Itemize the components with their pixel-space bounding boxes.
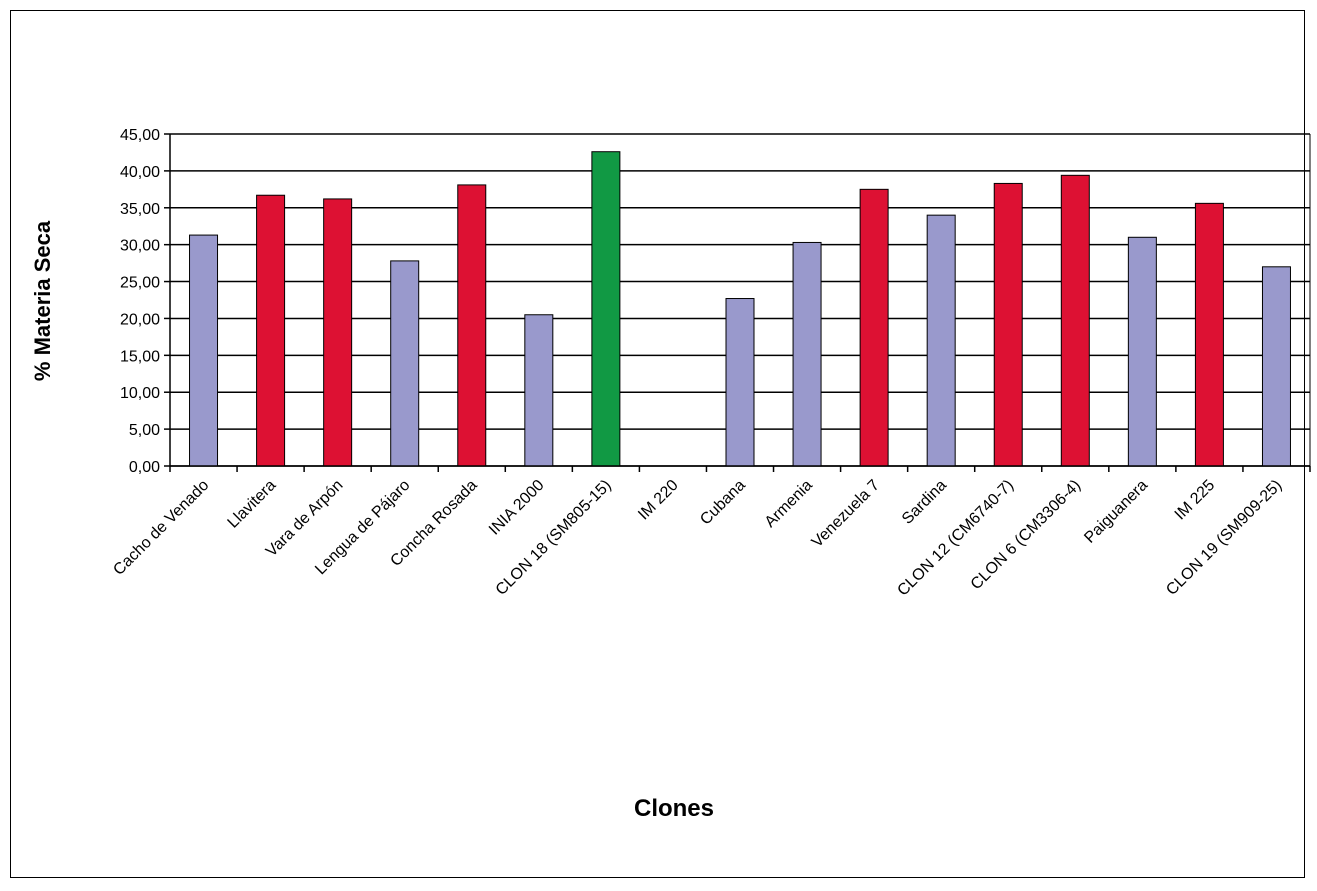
x-axis-label: Clones [634, 795, 714, 822]
y-tick-label: 30,00 [120, 238, 160, 255]
x-tick-label: Venezuela 7 [809, 477, 883, 551]
bar [591, 151, 621, 467]
bar [859, 188, 889, 467]
x-tick-label: Cubana [697, 477, 749, 529]
x-tick-label: CLON 19 (SM909-25) [1163, 477, 1285, 599]
x-tick-label: Llavitera [225, 477, 280, 532]
y-tick-label: 5,00 [129, 422, 160, 439]
x-tick-label: CLON 12 (CM6740-7) [894, 477, 1017, 600]
bar [1261, 266, 1291, 467]
y-tick-label: 35,00 [120, 201, 160, 218]
bar [1194, 202, 1224, 467]
y-tick-label: 15,00 [120, 348, 160, 365]
bar [792, 241, 822, 467]
x-tick-label: Cacho de Venado [110, 477, 212, 579]
y-tick-label: 20,00 [120, 311, 160, 328]
bar [323, 198, 353, 467]
bar-series [189, 151, 1291, 467]
bar [189, 234, 219, 467]
y-tick-label: 45,00 [120, 127, 160, 144]
bar [390, 260, 420, 467]
bar [926, 214, 956, 467]
x-tick-label: Sardina [899, 477, 950, 528]
x-tick-label: Paiguanera [1081, 477, 1151, 547]
y-tick-labels: 0,00 5,00 10,00 15,00 20,00 25,00 30,00 35,00 40… [120, 127, 160, 476]
bar [1127, 236, 1157, 467]
bar [993, 182, 1023, 467]
bar [725, 298, 755, 467]
y-tick-label: 0,00 [129, 459, 160, 476]
bar [457, 184, 487, 467]
x-tick-label: CLON 18 (SM805-15) [493, 477, 615, 599]
y-tick-label: 25,00 [120, 275, 160, 292]
bar [524, 314, 554, 467]
y-tick-label: 40,00 [120, 164, 160, 181]
x-tick-label: Armenia [762, 477, 816, 531]
x-tick-label: IM 220 [635, 477, 682, 524]
bar [1060, 174, 1090, 467]
x-tick-label: CLON 6 (CM3306-4) [968, 477, 1084, 593]
x-tick-label: IM 225 [1172, 477, 1219, 524]
axes [164, 133, 1311, 472]
y-axis-label: % Materia Seca [30, 220, 55, 381]
bar [256, 194, 286, 467]
y-tick-label: 10,00 [120, 385, 160, 402]
x-tick-label: INIA 2000 [486, 477, 548, 539]
